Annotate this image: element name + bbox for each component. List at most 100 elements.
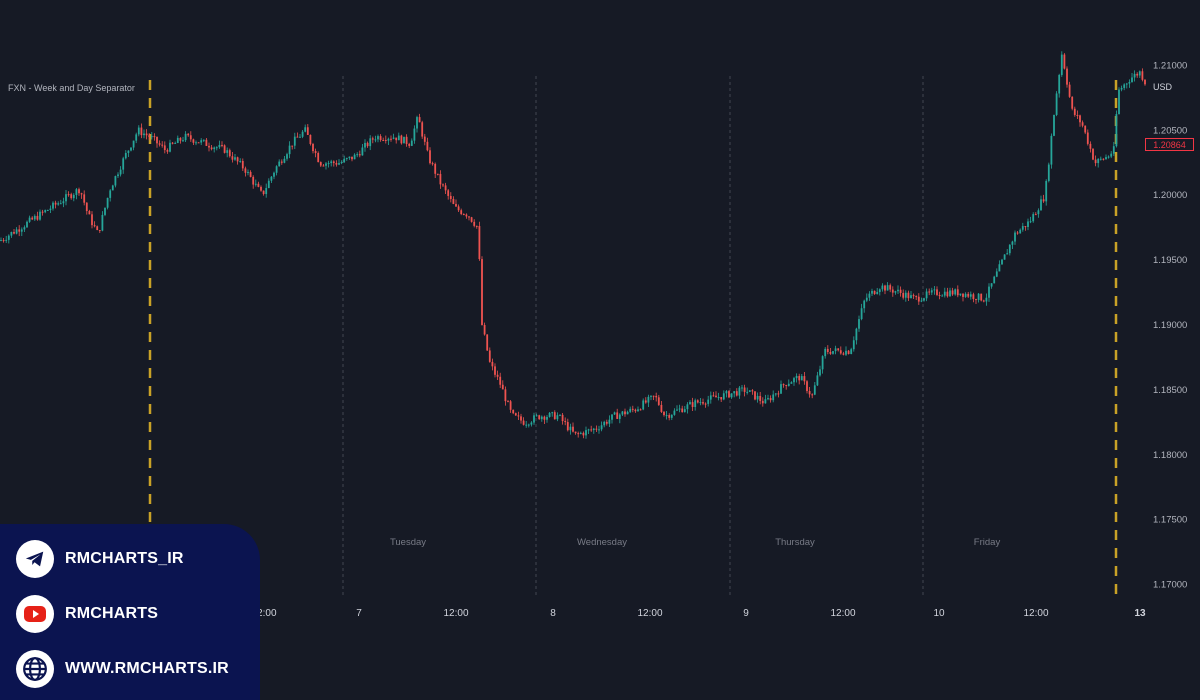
candle-body bbox=[754, 391, 756, 400]
candle-body bbox=[613, 412, 616, 415]
candle-body bbox=[982, 300, 985, 302]
candle-body bbox=[889, 285, 892, 290]
candle-body bbox=[351, 156, 353, 160]
candle-body bbox=[985, 297, 988, 302]
candle-body bbox=[356, 154, 359, 156]
candle-body bbox=[174, 142, 177, 144]
candle-body bbox=[470, 217, 473, 222]
candle-body bbox=[200, 140, 203, 143]
candle-body bbox=[132, 140, 135, 148]
candle-body bbox=[793, 378, 795, 383]
candle-body bbox=[343, 158, 346, 163]
candle-body bbox=[1058, 74, 1061, 94]
telegram-row[interactable]: RMCHARTS_IR bbox=[16, 540, 184, 578]
price-tick-label: 1.21000 bbox=[1153, 60, 1187, 71]
candle-body bbox=[15, 229, 18, 234]
candle-body bbox=[829, 351, 832, 354]
candle-body bbox=[1141, 71, 1144, 80]
youtube-row[interactable]: RMCHARTS bbox=[16, 595, 158, 633]
candle-body bbox=[304, 127, 307, 132]
candle-body bbox=[10, 232, 13, 236]
candle-body bbox=[413, 128, 416, 141]
candle-body bbox=[748, 390, 751, 392]
candle-body bbox=[397, 135, 400, 141]
candle-body bbox=[176, 137, 179, 143]
candle-body bbox=[114, 176, 117, 186]
candle-body bbox=[691, 402, 694, 408]
candle-body bbox=[78, 189, 80, 194]
candle-body bbox=[975, 299, 977, 301]
youtube-icon bbox=[16, 595, 54, 633]
candle-body bbox=[83, 194, 86, 203]
candle-body bbox=[465, 214, 468, 217]
globe-icon bbox=[16, 650, 54, 688]
indicator-label[interactable]: FXN - Week and Day Separator bbox=[8, 83, 135, 93]
candle-body bbox=[564, 421, 567, 423]
candle-body bbox=[878, 289, 881, 292]
candle-body bbox=[1055, 93, 1058, 115]
candle-body bbox=[946, 291, 949, 297]
candle-body bbox=[795, 375, 798, 379]
candle-body bbox=[509, 401, 512, 410]
candle-body bbox=[405, 136, 408, 144]
price-axis[interactable]: 1.21000 1.20500 1.20000 1.19500 1.19000 1.185… bbox=[1153, 60, 1187, 590]
candle-body bbox=[189, 135, 192, 140]
candle-body bbox=[1092, 148, 1094, 160]
website-row[interactable]: WWW.RMCHARTS.IR bbox=[16, 650, 229, 688]
candle-body bbox=[403, 136, 405, 144]
candle-body bbox=[629, 408, 632, 412]
time-tick-label: 13 bbox=[1134, 608, 1146, 619]
candle-body bbox=[31, 217, 34, 220]
candle-body bbox=[650, 395, 652, 397]
candle-body bbox=[902, 292, 905, 298]
candle-body bbox=[57, 203, 60, 205]
candle-body bbox=[122, 158, 125, 170]
candle-body bbox=[891, 289, 894, 293]
candle-body bbox=[626, 411, 629, 415]
candle-body bbox=[618, 414, 621, 419]
candle-body bbox=[904, 292, 907, 298]
candle-body bbox=[956, 289, 959, 296]
price-tick-label: 1.19500 bbox=[1153, 255, 1187, 266]
candle-body bbox=[559, 414, 561, 416]
candle-body bbox=[195, 142, 197, 144]
candle-body bbox=[150, 136, 153, 138]
time-tick-label: 12:00 bbox=[830, 608, 855, 619]
candle-body bbox=[538, 415, 541, 420]
candle-body bbox=[28, 217, 31, 222]
time-axis[interactable]: 12:00 7 12:00 8 12:00 9 12:00 10 12:00 13 bbox=[251, 608, 1146, 619]
candle-body bbox=[166, 150, 169, 152]
candle-body bbox=[582, 432, 585, 436]
candle-body bbox=[959, 293, 962, 296]
candle-body bbox=[852, 340, 855, 350]
candle-body bbox=[696, 400, 699, 403]
candle-body bbox=[1047, 164, 1050, 181]
candle-body bbox=[540, 416, 543, 420]
candle-body bbox=[286, 154, 288, 159]
candle-body bbox=[1123, 84, 1126, 88]
candle-body bbox=[478, 226, 481, 260]
candle-body bbox=[215, 147, 218, 149]
candle-body bbox=[439, 173, 442, 185]
candle-body bbox=[735, 391, 738, 396]
candle-body bbox=[520, 416, 522, 421]
candle-body bbox=[223, 145, 226, 153]
candle-body bbox=[382, 139, 385, 141]
candle-body bbox=[689, 402, 691, 405]
candle-body bbox=[782, 384, 785, 386]
time-tick-label: 10 bbox=[933, 608, 945, 619]
candle-body bbox=[1006, 253, 1009, 255]
candle-body bbox=[728, 391, 730, 398]
candle-body bbox=[951, 290, 954, 295]
candle-body bbox=[876, 291, 879, 295]
candle-body bbox=[1099, 158, 1102, 160]
candle-body bbox=[821, 356, 824, 370]
candle-body bbox=[962, 293, 964, 297]
candle-body bbox=[777, 393, 780, 395]
day-label: Tuesday bbox=[390, 537, 426, 548]
candle-body bbox=[774, 393, 777, 395]
candle-body bbox=[1011, 241, 1014, 245]
candle-body bbox=[96, 226, 99, 231]
candle-body bbox=[577, 433, 580, 435]
